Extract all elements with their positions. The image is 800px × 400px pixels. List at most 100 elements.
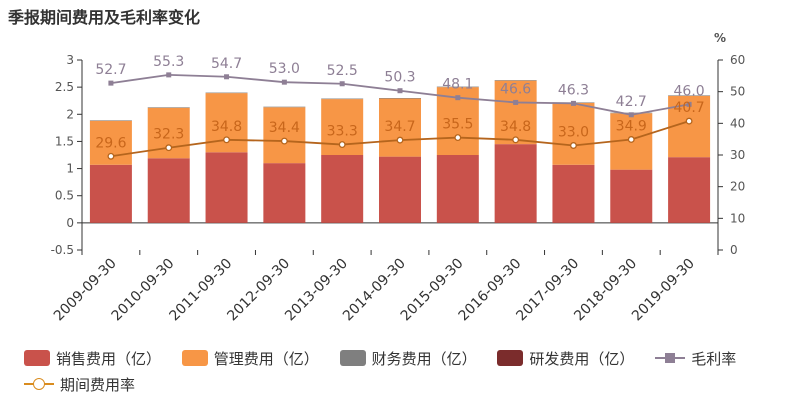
legend-label-rd: 研发费用（亿） — [529, 349, 635, 368]
gross-margin-point — [686, 101, 692, 107]
gross-margin-point — [513, 99, 519, 105]
bar-sales — [436, 155, 479, 223]
left-tick-label: 3 — [66, 53, 74, 67]
period-expense-rate-point — [685, 117, 693, 125]
gross-margin-data-label: 48.1 — [442, 77, 473, 93]
legend-swatch-finance — [339, 350, 366, 366]
bar-admin — [494, 80, 537, 145]
right-tick-label: 60 — [730, 53, 745, 67]
period-expense-rate-point — [280, 137, 288, 145]
bar-sales — [205, 152, 248, 223]
gross-margin-point — [570, 100, 576, 106]
bar-sales — [321, 155, 364, 223]
left-tick-label: 0.5 — [55, 189, 74, 203]
period-expense-rate-data-label: 33.0 — [558, 125, 589, 141]
legend-item-admin[interactable]: 管理费用（亿） — [181, 345, 319, 371]
left-tick-label: 2.5 — [55, 80, 74, 94]
period-expense-rate-data-label: 34.8 — [500, 119, 531, 135]
period-expense-rate-data-label: 34.9 — [616, 118, 647, 134]
legend-label-admin: 管理费用（亿） — [213, 349, 319, 368]
period-expense-rate-data-label: 35.5 — [442, 117, 473, 133]
gross-margin-point — [339, 81, 345, 87]
bar-finance — [263, 106, 306, 108]
legend-swatch-gross — [655, 350, 686, 366]
legend-label-sales: 销售费用（亿） — [56, 349, 162, 368]
period-expense-rate-point — [627, 136, 635, 143]
period-expense-rate-point — [454, 134, 462, 142]
period-expense-rate-data-label: 33.3 — [327, 124, 358, 140]
bar-finance — [379, 98, 421, 99]
bar-sales — [379, 156, 421, 223]
period-expense-rate-data-label: 34.7 — [384, 119, 415, 135]
gross-margin-point — [281, 79, 287, 85]
legend-item-gross[interactable]: 毛利率 — [655, 345, 736, 371]
gross-margin-data-label: 42.7 — [616, 94, 647, 110]
period-expense-rate-point — [107, 152, 115, 160]
legend-item-sales[interactable]: 销售费用（亿） — [24, 345, 161, 371]
left-tick-label: 1.5 — [55, 134, 74, 148]
left-tick-label: 1 — [66, 162, 74, 176]
combo-chart: -0.500.511.522.530102030405060%2009-09-3… — [51, 31, 746, 325]
period-expense-rate-data-label: 32.3 — [153, 127, 184, 143]
bar-finance — [147, 107, 190, 108]
right-tick-label: 0 — [730, 243, 738, 257]
bar-sales — [668, 157, 711, 223]
gross-margin-point — [108, 80, 114, 86]
legend-swatch-period — [24, 376, 54, 392]
right-tick-label: 10 — [730, 211, 745, 225]
bar-finance — [668, 95, 711, 96]
right-tick-label: 40 — [730, 116, 745, 130]
gross-margin-point — [397, 88, 403, 94]
period-expense-rate-point — [570, 142, 577, 149]
period-expense-rate-point — [396, 136, 404, 144]
bar-finance — [89, 120, 132, 121]
gross-margin-point — [628, 112, 634, 118]
period-expense-rate-data-label: 34.8 — [211, 119, 242, 135]
period-expense-rate-point — [512, 136, 520, 144]
gross-margin-data-label: 55.3 — [153, 54, 184, 70]
gross-margin-data-label: 52.7 — [95, 62, 126, 78]
period-expense-rate-data-label: 40.7 — [674, 100, 705, 116]
bar-admin — [552, 102, 595, 165]
period-expense-rate-data-label: 34.4 — [269, 120, 300, 136]
legend: 销售费用（亿） 管理费用（亿） 财务费用（亿） 研发费用（亿） 毛利率 期间费用… — [24, 345, 794, 397]
gross-margin-data-label: 52.5 — [327, 63, 358, 79]
bar-finance — [436, 86, 479, 88]
right-tick-label: 50 — [730, 85, 745, 99]
left-tick-label: 0 — [66, 216, 74, 230]
legend-label-finance: 财务费用（亿） — [371, 349, 477, 368]
legend-label-gross: 毛利率 — [691, 349, 737, 368]
x-tick-label: 2019-09-30 — [629, 256, 698, 325]
gross-margin-point — [455, 95, 461, 101]
bar-sales — [494, 144, 537, 223]
gross-margin-data-label: 46.3 — [558, 82, 589, 98]
legend-swatch-sales — [24, 350, 50, 366]
period-expense-rate-point — [338, 141, 346, 148]
right-axis-unit: % — [714, 31, 726, 45]
legend-item-finance[interactable]: 财务费用（亿） — [339, 345, 477, 371]
gross-margin-data-label: 46.0 — [674, 83, 705, 99]
gross-margin-point — [166, 72, 172, 78]
period-expense-rate-point — [223, 136, 230, 144]
bar-finance — [321, 98, 364, 100]
left-tick-label: 2 — [66, 107, 74, 121]
period-expense-rate-data-label: 29.6 — [95, 135, 126, 151]
bar-finance — [494, 80, 537, 81]
right-tick-label: 20 — [730, 180, 745, 194]
bar-sales — [552, 164, 595, 223]
gross-margin-point — [224, 74, 230, 80]
gross-margin-data-label: 46.6 — [500, 81, 531, 97]
bar-finance — [205, 92, 248, 94]
chart-title: 季报期间费用及毛利率变化 — [8, 8, 201, 27]
period-expense-rate-point — [165, 144, 173, 152]
legend-swatch-rd — [497, 350, 524, 366]
bar-sales — [263, 163, 306, 223]
gross-margin-data-label: 54.7 — [211, 56, 242, 72]
legend-item-rd[interactable]: 研发费用（亿） — [497, 345, 634, 371]
bar-admin — [379, 98, 421, 157]
legend-item-period[interactable]: 期间费用率 — [24, 371, 135, 397]
right-tick-label: 30 — [730, 148, 745, 162]
bar-sales — [610, 169, 653, 223]
bar-sales — [89, 164, 132, 223]
